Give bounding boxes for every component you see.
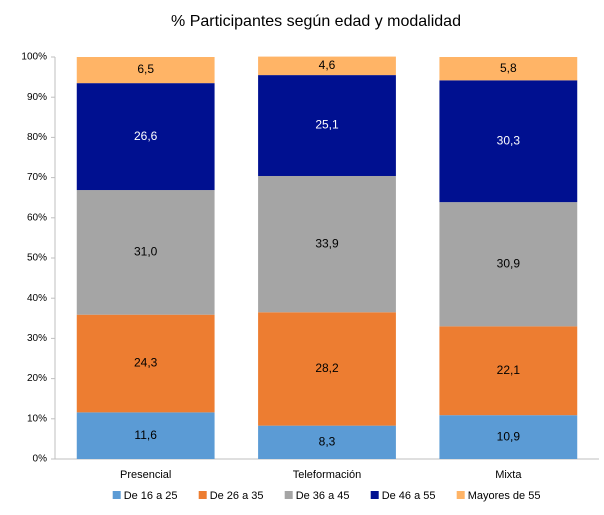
y-tick-label: 30% [27,333,47,344]
data-label: 22,1 [497,363,521,377]
bar-segment [439,80,578,203]
legend-swatch [284,491,293,499]
data-label: 4,6 [319,58,336,72]
legend-label: De 46 a 55 [382,490,436,502]
data-label: 28,2 [315,361,339,375]
data-label: 30,3 [497,133,521,147]
chart-title: % Participantes según edad y modalidad [171,13,461,30]
data-label: 30,9 [497,256,521,270]
bar-segment [76,412,215,459]
legend-swatch [370,491,379,499]
bar-segment [76,314,215,413]
y-tick-label: 80% [27,132,47,143]
bar-segment [76,57,215,84]
data-label: 33,9 [315,236,339,250]
x-tick-label: Presencial [120,469,171,481]
data-label: 31,0 [134,245,158,259]
legend-swatch [456,491,465,499]
legend-label: De 36 a 45 [296,490,350,502]
legend-label: De 26 a 35 [210,490,264,502]
data-label: 25,1 [315,118,339,132]
y-tick-label: 60% [27,212,47,223]
legend-label: De 16 a 25 [124,490,178,502]
x-tick-label: Mixta [495,469,522,481]
data-label: 24,3 [134,356,158,370]
data-label: 10,9 [497,429,521,443]
bar-segment [258,175,396,313]
bar-segment [439,326,578,416]
bar-segment [258,75,396,176]
y-tick-label: 0% [33,454,48,465]
bar-segment [258,56,396,76]
legend-swatch [112,491,121,499]
legend-swatch [198,491,207,499]
bar-segment [439,57,578,81]
data-label: 26,6 [134,129,158,143]
y-tick-label: 10% [27,413,47,424]
legend-label: Mayores de 55 [468,490,541,502]
y-tick-label: 40% [27,293,47,304]
y-tick-label: 20% [27,373,47,384]
bar-segment [76,190,215,315]
bar-segment [258,312,396,426]
bar-segment [76,83,215,191]
x-tick-label: Teleformación [293,469,361,481]
data-label: 6,5 [137,62,154,76]
data-label: 11,6 [134,428,157,442]
y-tick-label: 50% [27,253,47,264]
bar-segment [439,415,578,459]
data-label: 5,8 [500,61,517,75]
y-tick-label: 90% [27,92,47,103]
bar-segment [258,425,396,459]
bar-segment [439,202,578,327]
data-label: 8,3 [319,434,336,448]
y-tick-label: 100% [21,52,47,63]
y-tick-label: 70% [27,172,47,183]
